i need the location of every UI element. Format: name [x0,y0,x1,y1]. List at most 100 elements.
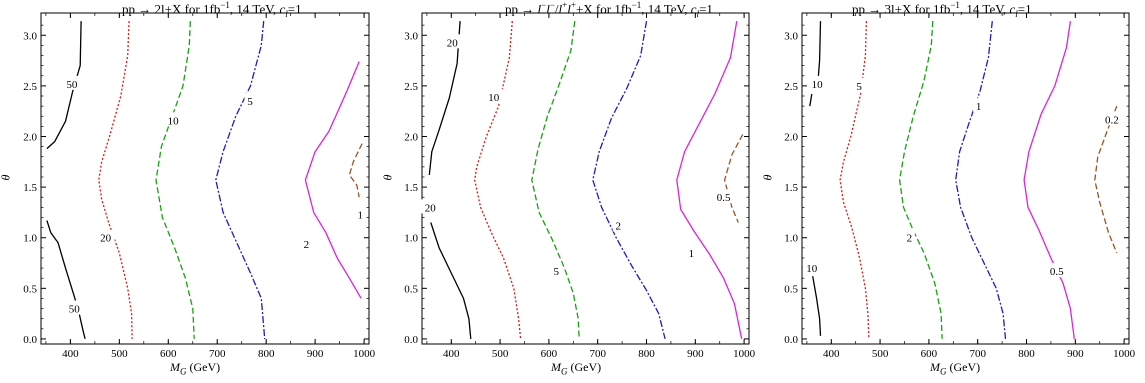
y-tick-label: 0.5 [404,283,418,295]
contour-label: 2 [304,239,310,251]
contour-series-20 [98,21,133,339]
contour-label: 0.5 [1050,266,1064,278]
contour-label: 20 [425,202,437,214]
y-tick-label: 1.0 [23,233,37,245]
contour-series-0p5 [1023,21,1075,339]
contour-label: 2 [615,221,621,233]
y-tick-label: 2.0 [784,131,798,143]
x-tick-label: 900 [687,348,704,360]
contour-label-bg [612,217,624,232]
plot-frame [40,12,370,345]
plot-frame [801,12,1130,345]
contour-series-20 [428,21,472,339]
contour-label-bg [1099,111,1125,126]
x-tick-label: 500 [872,348,889,360]
y-axis-label-same-sign-dilepton: θ [380,174,395,181]
contour-line [428,21,461,176]
contour-label-bg [443,34,462,49]
chart-title-same-sign-dilepton: pp → l−l−/l+l++X for 1fb−1, 14 TeV, cl=1 [505,0,713,19]
panel-3l: 400 500 600 700 800 900 1000 0.0 0.5 1.0 1.5 2.0 2.5… [784,12,1136,360]
y-tick-label: 2.5 [23,81,37,93]
contour-label: 1 [689,248,695,260]
contour-series-10 [474,21,522,339]
contour-line [348,143,363,198]
plot-frame [421,12,750,345]
x-tick-label: 900 [1067,348,1084,360]
contour-label-bg [300,235,312,250]
contour-label-bg [65,300,84,315]
contour-series-0p5 [723,134,744,223]
contour-line [723,134,744,223]
x-tick-label: 600 [160,348,177,360]
contour-series-1 [955,21,1007,339]
x-tick-label: 1000 [353,348,376,360]
contour-label-bg [96,229,115,244]
contour-label-bg [973,98,985,113]
y-tick-label: 1.0 [784,233,798,245]
x-tick-label: 700 [969,348,986,360]
contour-label-bg [802,260,821,275]
contour-label: 5 [856,81,862,93]
x-tick-label: 700 [589,348,606,360]
y-tick-label: 0.5 [23,283,37,295]
panel-2l: 400 500 600 700 800 900 1000 0.0 0.5 1.0 1.5 2.0 2.5… [23,12,376,360]
contour-line [430,222,472,339]
contour-label: 50 [66,79,78,91]
contour-label-bg [354,206,366,221]
contour-label: 0.5 [717,192,731,204]
contour-line [46,220,86,340]
contour-line [898,21,943,339]
x-tick-label: 400 [823,348,840,360]
contour-label-bg [711,189,737,204]
contour-label: 5 [247,96,253,108]
chart-title-2l: pp → 2l+X for 1fb−1, 14 TeV, cl=1 [122,0,302,19]
contour-line [809,93,813,107]
y-tick-label: 3.0 [404,30,418,42]
contour-series-5 [215,21,266,339]
contour-line [215,21,266,339]
contour-line [98,21,133,339]
contour-label: 1 [357,209,363,221]
contour-series-5 [531,21,580,339]
y-tick-label: 3.0 [784,30,798,42]
contour-label: 0.2 [1105,114,1119,126]
x-tick-label: 700 [209,348,226,360]
contour-label: 2 [907,233,913,245]
contour-label-bg [808,75,827,90]
contour-series-5 [839,21,870,339]
contour-line [1023,21,1075,339]
y-axis-label-2l: θ [0,175,13,181]
contour-series-50 [46,21,86,340]
contour-series-2 [304,61,362,299]
y-tick-label: 1.0 [404,233,418,245]
y-tick-label: 0.0 [23,334,37,346]
y-tick-label: 2.5 [404,81,418,93]
contour-label: 10 [168,115,180,127]
y-tick-label: 2.0 [23,131,37,143]
contour-series-0p2 [1094,105,1118,254]
y-tick-label: 0.5 [784,283,798,295]
contour-label-bg [244,93,256,108]
contour-line [531,21,580,339]
contour-line [839,21,870,339]
x-tick-label: 500 [492,348,509,360]
contour-label-bg [685,244,697,259]
x-tick-label: 600 [541,348,558,360]
x-tick-label: 400 [62,348,79,360]
contour-label-bg [853,77,865,92]
x-tick-label: 900 [307,348,324,360]
x-tick-label: 1000 [1113,348,1136,360]
x-tick-label: 400 [443,348,460,360]
y-tick-label: 1.5 [23,182,37,194]
panel-same-sign-dilepton: 400 500 600 700 800 900 1000 0.0 0.5 1.0 1.5 2.0 2.5… [404,12,756,360]
contour-label-bg [164,112,183,127]
contour-label: 20 [100,233,112,245]
contour-line [812,276,822,336]
contour-line [676,20,743,340]
contour-line [592,20,666,340]
x-axis-label-3l: MG (GeV) [930,360,981,377]
contour-line [155,21,195,339]
x-axis-label-same-sign-dilepton: MG (GeV) [551,360,602,377]
contour-label-bg [1044,263,1070,278]
x-tick-label: 800 [638,348,655,360]
